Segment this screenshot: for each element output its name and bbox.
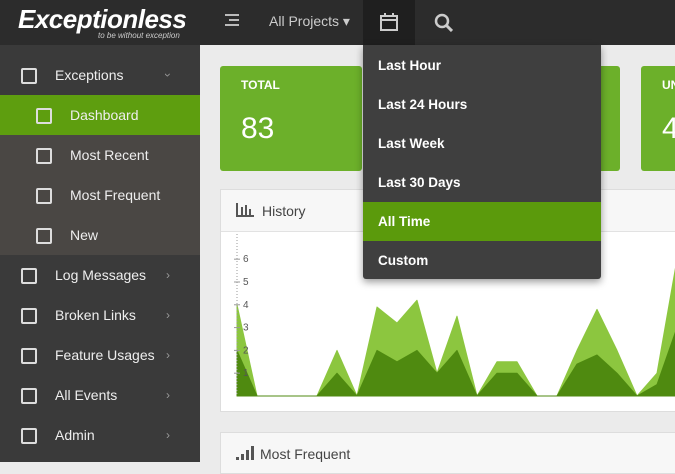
- date-button[interactable]: [363, 0, 415, 45]
- project-label: All Projects: [269, 13, 340, 29]
- nav-icon: [36, 228, 52, 244]
- chevron: ›: [166, 348, 170, 362]
- tagline: to be without exception: [98, 31, 180, 40]
- nav-icon: [21, 68, 37, 84]
- calendar-icon: [380, 13, 398, 31]
- chevron: ›: [166, 308, 170, 322]
- nav-label: Exceptions: [55, 67, 124, 83]
- nav-label: Log Messages: [55, 267, 147, 283]
- nav-label: Feature Usages: [55, 347, 155, 363]
- stat-card: TOTAL 83: [220, 66, 362, 171]
- nav-label: Most Recent: [70, 147, 149, 163]
- menu-item[interactable]: Last Week: [378, 136, 445, 151]
- chevron: ›: [166, 268, 170, 282]
- top-bar: Exceptionless to be without exception Al…: [0, 0, 675, 45]
- nav-label: Dashboard: [70, 107, 139, 123]
- menu-item[interactable]: Custom: [378, 253, 429, 268]
- nav-icon: [21, 428, 37, 444]
- menu-item[interactable]: Last 30 Days: [378, 175, 461, 190]
- history-chart: 1 2 3 4 5 6: [234, 234, 675, 397]
- y-tick-label: 5: [243, 277, 249, 288]
- nav-label: Admin: [55, 427, 95, 443]
- chart-icon: [236, 203, 254, 217]
- nav-subitem[interactable]: New: [0, 215, 200, 255]
- nav-subitem[interactable]: Most Frequent: [0, 175, 200, 215]
- sidebar: Exceptions › Dashboard Most Recent Most Freq…: [0, 45, 200, 462]
- nav-item[interactable]: Broken Links ›: [0, 295, 200, 335]
- card-value: 4: [662, 112, 675, 145]
- card-label: UN: [662, 78, 675, 92]
- nav-subitem[interactable]: Most Recent: [0, 135, 200, 175]
- menu-toggle[interactable]: [225, 14, 239, 26]
- y-tick-label: 6: [243, 254, 249, 265]
- nav-label: All Events: [55, 387, 118, 403]
- nav-item[interactable]: Feature Usages ›: [0, 335, 200, 375]
- nav-icon: [21, 268, 37, 284]
- panel-title: Most Frequent: [260, 446, 351, 462]
- time-dropdown: Last Hour Last 24 Hours Last Week Last 30 D…: [363, 45, 601, 279]
- chevron: ›: [166, 428, 170, 442]
- project-selector[interactable]: All Projects ▾: [269, 13, 350, 29]
- bars-icon: [236, 446, 254, 460]
- nav-label: Broken Links: [55, 307, 136, 323]
- y-tick-label: 3: [243, 323, 249, 334]
- nav-icon: [36, 188, 52, 204]
- most-frequent-panel: Most Frequent: [220, 432, 675, 474]
- menu-item[interactable]: All Time: [363, 202, 601, 241]
- y-tick-label: 1: [243, 368, 249, 379]
- area: [236, 331, 675, 397]
- nav-icon: [36, 148, 52, 164]
- nav-label: Most Frequent: [70, 187, 161, 203]
- chevron: ›: [166, 388, 170, 402]
- nav-icon: [21, 348, 37, 364]
- y-tick-label: 4: [243, 300, 249, 311]
- card-label: TOTAL: [241, 78, 280, 92]
- nav-subitem[interactable]: Dashboard: [0, 95, 200, 135]
- chevron: ›: [161, 73, 175, 77]
- menu-item[interactable]: Last 24 Hours: [378, 97, 468, 112]
- stat-card: UN 4: [641, 66, 675, 171]
- nav-icon: [36, 108, 52, 124]
- nav-item[interactable]: Admin ›: [0, 415, 200, 455]
- nav-icon: [21, 388, 37, 404]
- nav-item[interactable]: Exceptions ›: [0, 55, 200, 95]
- logo[interactable]: Exceptionless: [18, 4, 187, 34]
- card-value: 83: [241, 112, 275, 145]
- panel-title: History: [262, 203, 306, 219]
- nav-icon: [21, 308, 37, 324]
- nav-item[interactable]: Log Messages ›: [0, 255, 200, 295]
- y-tick-label: 2: [243, 345, 249, 356]
- nav-item[interactable]: All Events ›: [0, 375, 200, 415]
- search-icon[interactable]: [434, 13, 453, 32]
- menu-item[interactable]: Last Hour: [378, 58, 442, 73]
- nav-label: New: [70, 227, 99, 243]
